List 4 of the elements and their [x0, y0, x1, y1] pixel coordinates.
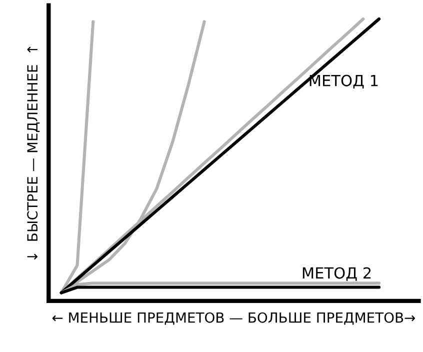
- y-axis-title: ↓ БЫСТРЕЕ — МЕДЛЕННЕЕ ↑: [27, 46, 40, 260]
- series-label: МЕТОД 2: [302, 267, 371, 281]
- series-label: МЕТОД 1: [310, 74, 378, 89]
- x-axis-title: ← МЕНЬШЕ ПРЕДМЕТОВ — БОЛЬШЕ ПРЕДМЕТОВ→: [52, 312, 415, 325]
